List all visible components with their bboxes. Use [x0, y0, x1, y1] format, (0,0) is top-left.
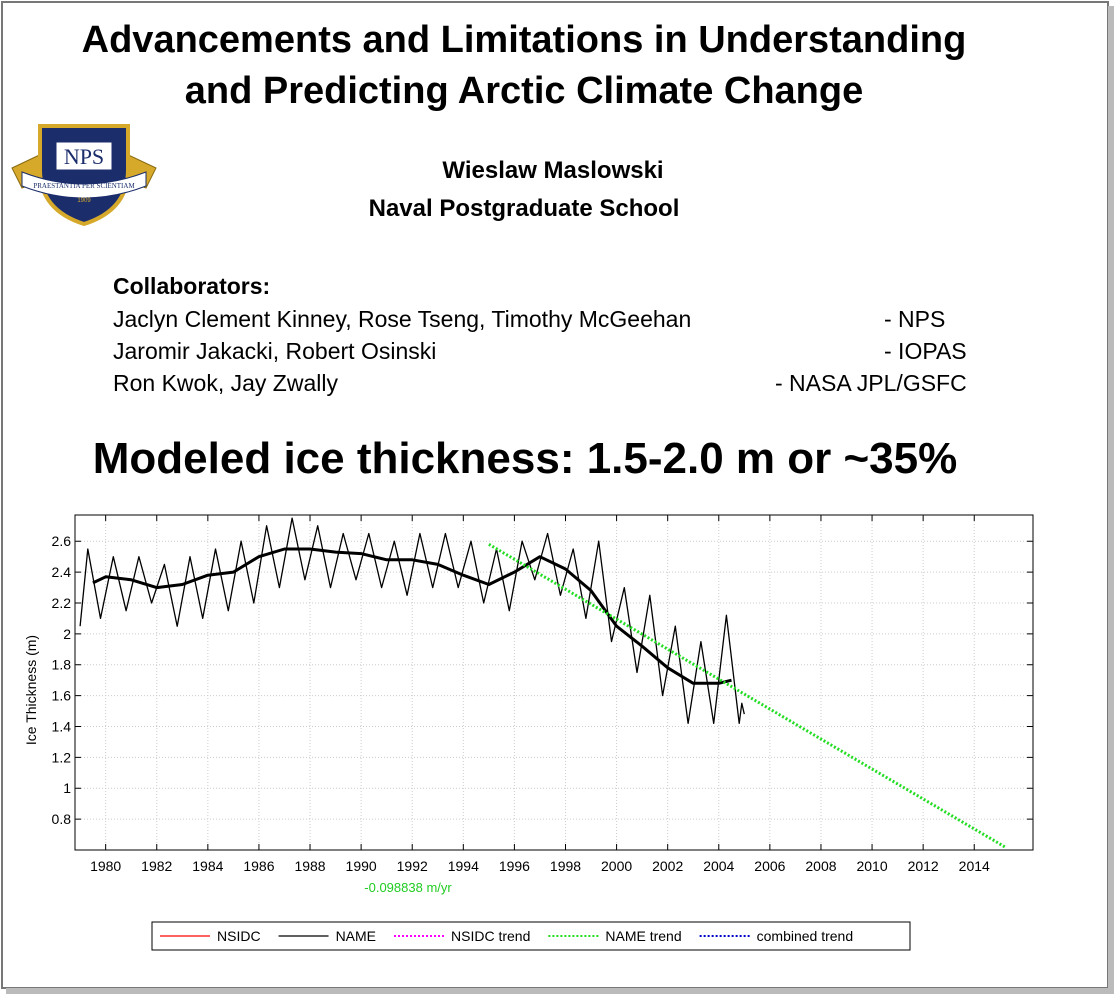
legend-label: NSIDC trend	[451, 928, 530, 944]
collaborator-names: Jaclyn Clement Kinney, Rose Tseng, Timot…	[113, 306, 691, 332]
x-tick-label: 1980	[90, 858, 121, 874]
x-tick-label: 1996	[499, 858, 530, 874]
x-tick-label: 2010	[856, 858, 887, 874]
x-tick-label: 1988	[294, 858, 325, 874]
affiliation: Naval Postgraduate School	[369, 195, 680, 222]
line	[92, 547, 732, 685]
collaborator-org: - NASA JPL/GSFC	[775, 370, 967, 396]
y-tick-label: 2.6	[52, 533, 72, 549]
title: Advancements and Limitations in Understa…	[82, 19, 967, 61]
collaborator-names: Jaromir Jakacki, Robert Osinski	[113, 338, 436, 364]
y-tick-label: 1	[63, 780, 71, 796]
y-tick-label: 2.4	[52, 564, 72, 580]
annotation: -0.098838 m/yr	[364, 880, 452, 895]
collaborators-heading: Collaborators:	[113, 273, 270, 299]
x-tick-label: 2006	[754, 858, 785, 874]
x-tick-label: 1992	[397, 858, 428, 874]
logo-text: NPS	[64, 144, 104, 169]
collaborator-org: - IOPAS	[884, 338, 967, 364]
x-tick-label: 2012	[908, 858, 939, 874]
legend	[151, 921, 911, 951]
y-tick-label: 2	[63, 626, 71, 642]
collaborator-org: - NPS	[884, 306, 945, 332]
y-axis-label: Ice Thickness (m)	[23, 635, 39, 745]
shadow	[6, 988, 1114, 994]
x-tick-label: 2014	[959, 858, 990, 874]
x-tick-label: 2004	[703, 858, 734, 874]
y-tick-label: 0.8	[52, 811, 72, 827]
legend-label: combined trend	[757, 928, 854, 944]
title: and Predicting Arctic Climate Change	[185, 70, 864, 112]
x-tick-label: 2002	[652, 858, 683, 874]
author: Wieslaw Maslowski	[442, 157, 663, 184]
x-tick-label: 1998	[550, 858, 581, 874]
x-tick-label: 1990	[346, 858, 377, 874]
line	[79, 517, 745, 725]
logo-plate	[55, 141, 113, 171]
legend-label: NAME trend	[605, 928, 681, 944]
y-tick-label: 2.2	[52, 595, 72, 611]
y-tick-label: 1.6	[52, 688, 72, 704]
logo-motto: PRAESTANTIA PER SCIENTIAM	[33, 182, 135, 190]
legend-label: NAME	[336, 928, 376, 944]
y-tick-label: 1.8	[52, 657, 72, 673]
y-tick-label: 1.2	[52, 749, 72, 765]
x-tick-label: 1982	[141, 858, 172, 874]
legend-label: NSIDC	[217, 928, 261, 944]
headline: Modeled ice thickness: 1.5-2.0 m or ~35%	[93, 434, 957, 483]
x-tick-label: 2000	[601, 858, 632, 874]
logo-year: 1909	[77, 198, 91, 204]
x-tick-label: 1994	[448, 858, 479, 874]
logo: NPS PRAESTANTIA PER SCIENTIAM 1909	[11, 124, 157, 227]
y-tick-label: 1.4	[52, 718, 72, 734]
collaborator-names: Ron Kwok, Jay Zwally	[113, 370, 338, 396]
shadow	[1108, 6, 1114, 994]
logo-banner	[21, 171, 147, 199]
x-tick-label: 1984	[192, 858, 223, 874]
x-tick-label: 2008	[805, 858, 836, 874]
x-tick-label: 1986	[243, 858, 274, 874]
